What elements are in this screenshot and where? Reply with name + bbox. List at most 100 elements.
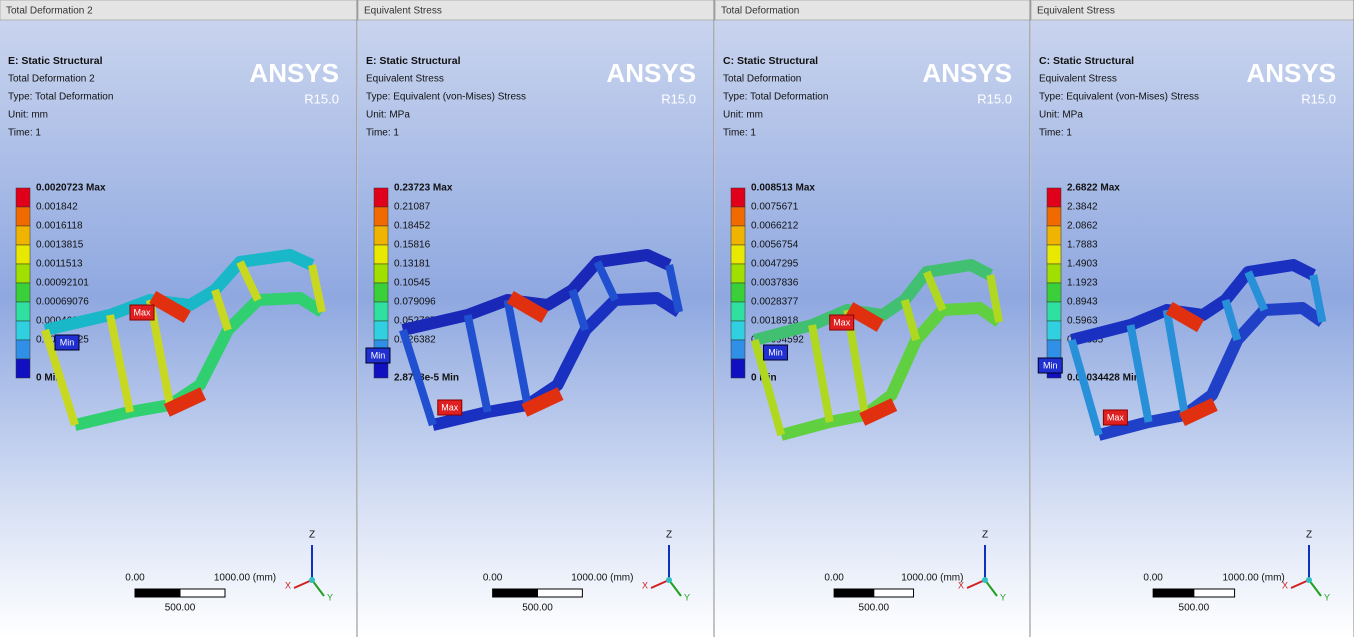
- max-tag: Max: [1107, 412, 1125, 422]
- legend-swatch: [731, 245, 745, 264]
- triad-origin: [1306, 577, 1312, 583]
- axis-z-label: Z: [666, 530, 672, 541]
- axis-z-label: Z: [309, 530, 315, 541]
- legend-swatch: [731, 321, 745, 340]
- screenshot: Total Deformation 2 E: Static Structural T…: [0, 0, 1354, 637]
- legend-label: 1.4903: [1067, 259, 1098, 270]
- legend-swatch: [16, 264, 30, 283]
- panel: Total DeformationC: Static StructuralTot…: [715, 0, 1030, 637]
- scale-end: 1000.00 (mm): [901, 573, 963, 584]
- legend-swatch: [1047, 226, 1061, 245]
- legend-label: 0.0011513: [36, 259, 83, 270]
- legend-swatch: [731, 283, 745, 302]
- legend-swatch: [374, 302, 388, 321]
- header-line: Total Deformation 2: [8, 74, 95, 85]
- panel: Equivalent StressE: Static StructuralEqu…: [358, 0, 714, 637]
- tab-title[interactable]: Total Deformation: [721, 6, 799, 17]
- tab-title[interactable]: Equivalent Stress: [364, 6, 442, 17]
- legend-label: 0.23723 Max: [394, 183, 453, 194]
- logo: ANSYS: [606, 58, 696, 88]
- legend-swatch: [1047, 302, 1061, 321]
- legend-label: 0.8943: [1067, 297, 1098, 308]
- min-tag: Min: [60, 337, 75, 347]
- min-tag: Min: [1043, 360, 1058, 370]
- tab-title[interactable]: Total Deformation 2: [6, 6, 93, 17]
- scale-end: 1000.00 (mm): [214, 573, 276, 584]
- legend-label: 0.13181: [394, 259, 431, 270]
- legend-label: 0.0056754: [751, 240, 799, 251]
- legend-label: 0.0075671: [751, 202, 799, 213]
- legend-label: 0.0020723 Max: [36, 183, 106, 194]
- scale-start: 0.00: [483, 573, 503, 584]
- legend-label: 0.00092101: [36, 278, 89, 289]
- legend-swatch: [374, 264, 388, 283]
- scale-white: [874, 589, 914, 597]
- legend-label: 0.026382: [394, 335, 436, 346]
- header-title: C: Static Structural: [723, 55, 818, 67]
- legend-label: 2.8748e-5 Min: [394, 373, 459, 384]
- legend-label: 2.3842: [1067, 202, 1098, 213]
- legend-swatch: [16, 226, 30, 245]
- axis-y-label: Y: [1324, 592, 1330, 602]
- legend-swatch: [374, 226, 388, 245]
- panel: Total Deformation 2 E: Static Structural T…: [0, 0, 357, 637]
- legend-swatch: [16, 321, 30, 340]
- legend-swatch: [731, 207, 745, 226]
- header-line: Equivalent Stress: [1039, 74, 1117, 85]
- triad-origin: [309, 577, 315, 583]
- header-line: Unit: mm: [723, 110, 763, 121]
- legend-swatch: [1047, 264, 1061, 283]
- legend-swatch: [16, 302, 30, 321]
- legend-label: 2.6822 Max: [1067, 183, 1120, 194]
- legend-label: 1.7883: [1067, 240, 1098, 251]
- legend-swatch: [374, 321, 388, 340]
- legend-label: 0.0013815: [36, 240, 84, 251]
- header-line: Type: Total Deformation: [8, 92, 113, 103]
- legend-label: 0.5963: [1067, 316, 1098, 327]
- legend-label: 0.0037836: [751, 278, 799, 289]
- legend-label: 0.15816: [394, 240, 431, 251]
- legend-swatch: [374, 245, 388, 264]
- panel: Equivalent StressC: Static StructuralEqu…: [1031, 0, 1354, 637]
- legend-swatch: [731, 359, 745, 378]
- legend-label: 2.0862: [1067, 221, 1098, 232]
- scale-mid: 500.00: [165, 603, 196, 614]
- scale-white: [1194, 589, 1235, 597]
- max-tag: Max: [441, 402, 459, 412]
- legend-label: 0.18452: [394, 221, 431, 232]
- logo: ANSYS: [249, 58, 339, 88]
- scale-start: 0.00: [1143, 573, 1163, 584]
- scale-start: 0.00: [125, 573, 145, 584]
- legend-swatch: [16, 245, 30, 264]
- legend-swatch: [374, 207, 388, 226]
- header-line: Type: Equivalent (von-Mises) Stress: [366, 92, 526, 103]
- legend-swatch: [731, 188, 745, 207]
- tab-title[interactable]: Equivalent Stress: [1037, 6, 1115, 17]
- legend-swatch: [16, 283, 30, 302]
- legend-label: 0.0016118: [36, 221, 83, 232]
- scale-black: [493, 589, 538, 597]
- scale-mid: 500.00: [859, 603, 890, 614]
- legend-swatch: [1047, 207, 1061, 226]
- header-line: Type: Equivalent (von-Mises) Stress: [1039, 92, 1199, 103]
- header-line: Unit: mm: [8, 110, 48, 121]
- axis-y-label: Y: [684, 592, 690, 602]
- legend-swatch: [16, 207, 30, 226]
- triad-origin: [982, 577, 988, 583]
- legend-label: 0.079096: [394, 297, 436, 308]
- header-line: Time: 1: [723, 128, 756, 139]
- header-title: E: Static Structural: [8, 55, 103, 67]
- legend-label: 0.0066212: [751, 221, 799, 232]
- logo: ANSYS: [922, 58, 1012, 88]
- legend-label: 0.21087: [394, 202, 431, 213]
- scale-end: 1000.00 (mm): [571, 573, 633, 584]
- header-line: Time: 1: [1039, 128, 1072, 139]
- legend-swatch: [1047, 283, 1061, 302]
- scale-start: 0.00: [824, 573, 844, 584]
- scale-mid: 500.00: [522, 603, 553, 614]
- axis-x-label: X: [642, 580, 648, 590]
- triad-origin: [666, 577, 672, 583]
- version: R15.0: [1301, 91, 1336, 106]
- legend-swatch: [374, 188, 388, 207]
- axis-y-label: Y: [327, 592, 333, 602]
